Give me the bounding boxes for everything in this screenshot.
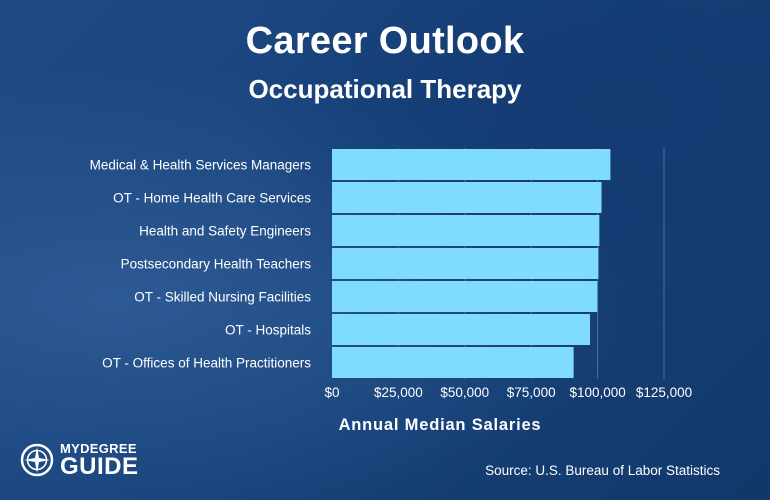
mydegreeguide-logo: MYDEGREE GUIDE	[20, 440, 139, 480]
x-tick-label: $25,000	[374, 385, 423, 400]
source-note: Source: U.S. Bureau of Labor Statistics	[485, 463, 720, 478]
category-label: Postsecondary Health Teachers	[121, 257, 312, 272]
category-label: OT - Home Health Care Services	[113, 191, 311, 206]
category-label: OT - Hospitals	[225, 323, 311, 338]
logo-top-text: MYDEGREE	[60, 440, 137, 456]
category-label: Health and Safety Engineers	[139, 224, 311, 239]
bar	[332, 149, 611, 180]
bar	[332, 347, 574, 378]
bar	[332, 215, 600, 246]
bar	[332, 182, 602, 213]
bar-chart: $0 $25,000 $50,000 $75,000 $100,000 $125,000 M…	[90, 148, 692, 400]
category-label: OT - Skilled Nursing Facilities	[134, 290, 311, 305]
x-axis-label: Annual Median Salaries	[338, 416, 542, 434]
bar	[332, 281, 598, 312]
chart-subtitle: Occupational Therapy	[248, 74, 522, 104]
category-label: OT - Offices of Health Practitioners	[102, 356, 311, 371]
bar	[332, 248, 599, 279]
category-label: Medical & Health Services Managers	[90, 158, 312, 173]
x-tick-label: $0	[324, 385, 339, 400]
x-tick-label: $100,000	[569, 385, 625, 400]
x-tick-label: $75,000	[507, 385, 556, 400]
chart-title: Career Outlook	[245, 20, 525, 62]
x-tick-label: $50,000	[440, 385, 489, 400]
logo-bottom-text: GUIDE	[60, 452, 139, 480]
compass-icon	[20, 443, 54, 477]
x-tick-label: $125,000	[636, 385, 692, 400]
bar	[332, 314, 591, 345]
